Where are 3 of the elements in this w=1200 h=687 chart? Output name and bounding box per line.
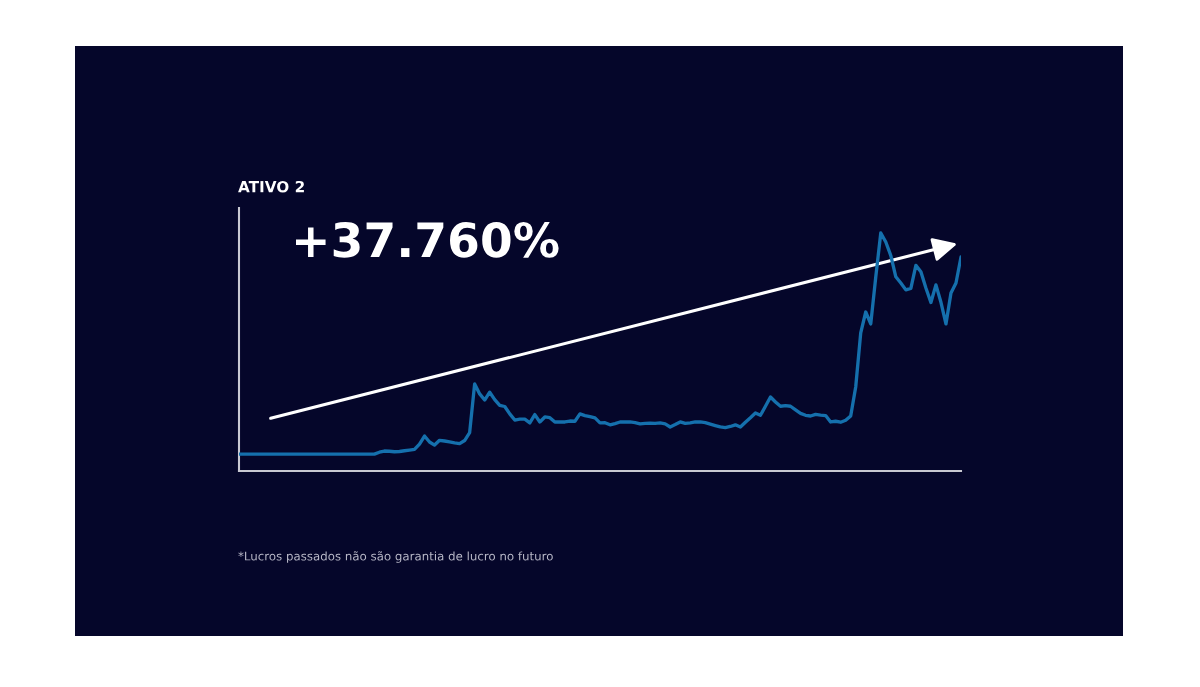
text: *Lucros passados não são garantia de lucro no futuro [238, 551, 553, 563]
chart-title: ATIVO 2 [238, 180, 304, 193]
annotation: +37.760% [296, 221, 559, 258]
